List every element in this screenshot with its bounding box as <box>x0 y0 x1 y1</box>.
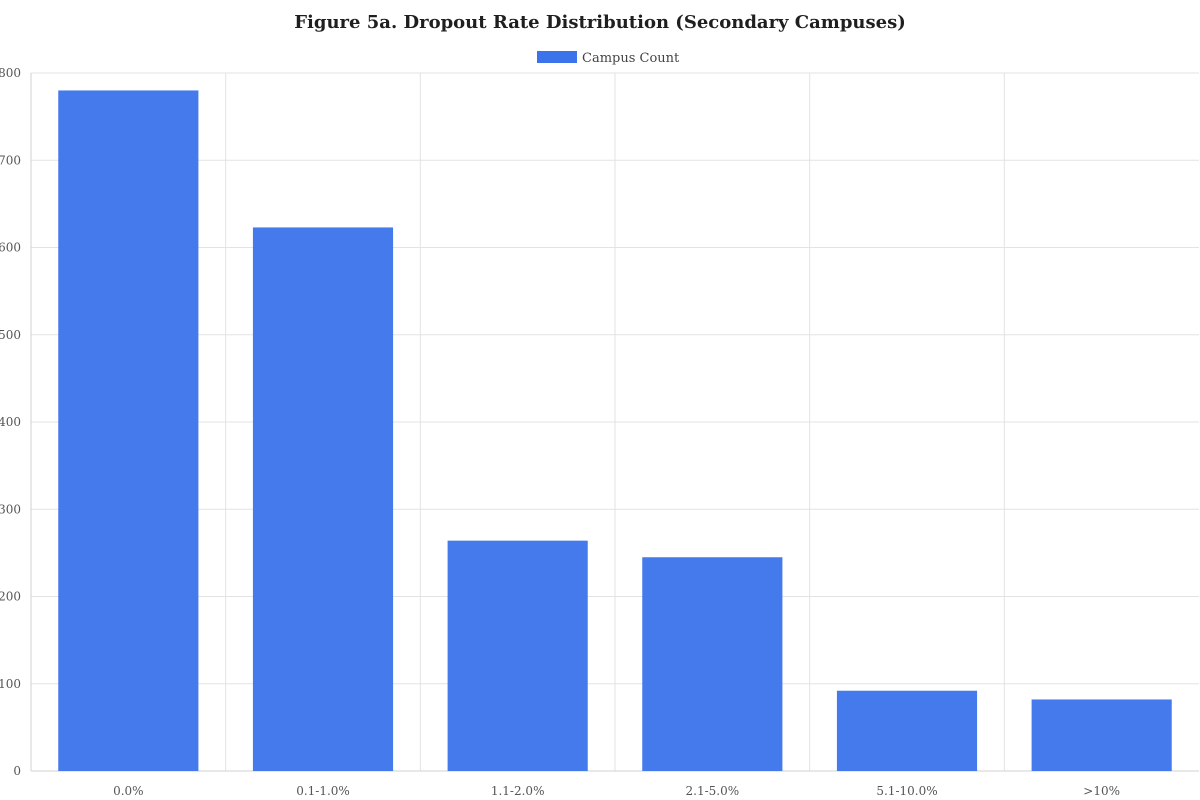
axes <box>30 73 1199 772</box>
bar <box>1031 699 1172 771</box>
bar <box>447 540 588 771</box>
grid <box>31 72 1199 771</box>
y-tick-label: 500 <box>0 328 21 342</box>
y-tick-label: 600 <box>0 241 21 255</box>
x-tick-labels: 0.0% 0.1-1.0% 1.1-2.0% 2.1-5.0% 5.1-10.0% >10… <box>113 784 1120 798</box>
bar <box>642 557 783 771</box>
chart-title: Figure 5a. Dropout Rate Distribution (Se… <box>294 12 905 33</box>
bar <box>836 690 978 771</box>
y-tick-label: 400 <box>0 415 21 429</box>
x-tick-label: 5.1-10.0% <box>876 784 937 798</box>
legend: Campus Count <box>537 51 680 66</box>
bar <box>252 227 394 771</box>
legend-label: Campus Count <box>582 51 680 66</box>
y-tick-label: 100 <box>0 677 21 691</box>
y-tick-label: 800 <box>0 66 21 80</box>
x-tick-label: 0.1-1.0% <box>296 784 350 798</box>
x-tick-label: 2.1-5.0% <box>686 784 740 798</box>
y-tick-labels: 0 100 200 300 400 500 600 700 800 <box>0 66 21 778</box>
legend-swatch <box>537 51 577 63</box>
y-tick-label: 300 <box>0 502 21 516</box>
y-tick-label: 0 <box>13 764 21 778</box>
bar <box>58 90 199 771</box>
bars <box>58 90 1172 771</box>
x-tick-label: >10% <box>1083 784 1120 798</box>
y-tick-label: 700 <box>0 153 21 167</box>
y-tick-label: 200 <box>0 590 21 604</box>
x-tick-label: 0.0% <box>113 784 144 798</box>
x-tick-label: 1.1-2.0% <box>491 784 545 798</box>
